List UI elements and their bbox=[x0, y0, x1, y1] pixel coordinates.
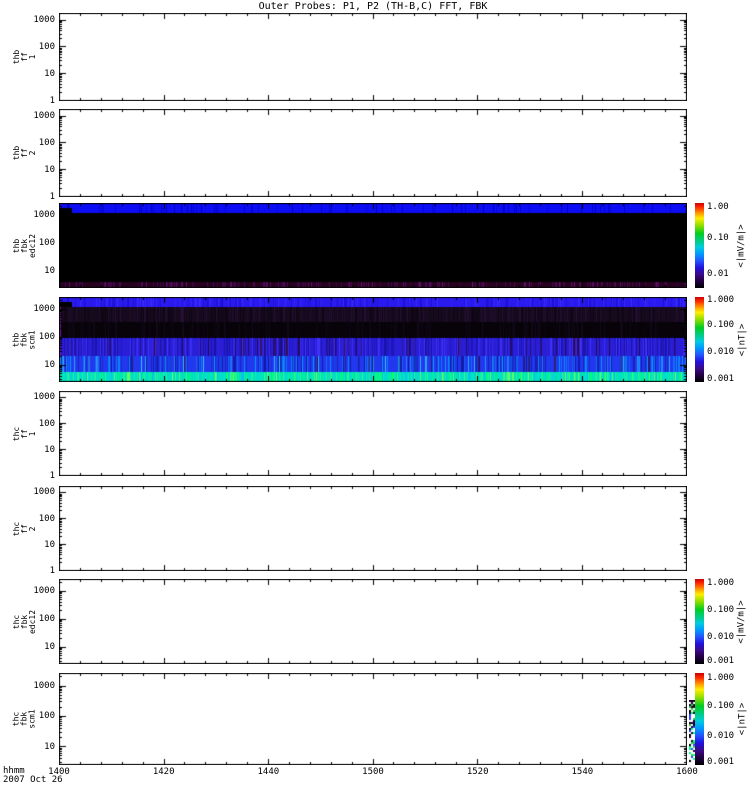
colorbar-tick-label: 0.010 bbox=[707, 631, 735, 642]
y-tick-label: 1000 bbox=[33, 585, 55, 596]
panel-label-thb-ff-1: thb ff 1 bbox=[2, 13, 48, 101]
x-tick-label: 1540 bbox=[571, 767, 594, 777]
colorbar-unit-text: <|nT|> bbox=[737, 702, 748, 736]
panel-thb-ff-1 bbox=[59, 13, 687, 101]
y-tick-label: 1000 bbox=[33, 110, 55, 121]
y-tick-label: 100 bbox=[38, 513, 55, 524]
panel-label-thc-fbk-scm1: thc fbk scm1 bbox=[2, 673, 48, 765]
y-tick-label: 1 bbox=[49, 192, 55, 202]
colorbar-tick-label: 0.100 bbox=[707, 604, 735, 615]
x-tick-label: 1440 bbox=[257, 767, 280, 777]
x-tick-label: 1500 bbox=[362, 767, 384, 777]
colorbar-unit-text: <|nT|> bbox=[737, 323, 748, 356]
y-tick-label: 10 bbox=[44, 742, 55, 753]
colorbar-tick-label: 0.100 bbox=[707, 701, 735, 712]
y-tick-label: 1000 bbox=[33, 303, 55, 314]
colorbar-tick-label: 0.001 bbox=[707, 656, 735, 667]
panel-thb-fbk-edc12 bbox=[59, 203, 687, 288]
panel-label-thb-ff-2: thb ff 2 bbox=[2, 109, 48, 197]
colorbar-tick-label: 0.10 bbox=[707, 232, 729, 243]
colorbar-tick-label: 0.01 bbox=[707, 269, 729, 280]
colorbar-unit-text: <|mV/m|> bbox=[737, 599, 748, 644]
y-tick-label: 10 bbox=[44, 68, 55, 79]
colorbar-tick-label: 0.001 bbox=[707, 373, 735, 384]
panel-thc-fbk-scm1 bbox=[59, 673, 687, 765]
y-tick-label: 10 bbox=[44, 360, 55, 371]
panel-canvas-thc-ff-2 bbox=[59, 486, 687, 571]
colorbar-tick-label: 0.100 bbox=[707, 320, 735, 331]
panel-thc-ff-2 bbox=[59, 486, 687, 571]
x-tick-label: 1400 bbox=[48, 767, 70, 777]
panel-label-text: thc fbk scm1 bbox=[11, 709, 37, 729]
y-tick-label: 1 bbox=[49, 96, 55, 106]
colorbar-unit-thb-fbk-scm1: <|nT|> bbox=[735, 297, 749, 382]
y-tick-label: 100 bbox=[38, 137, 55, 148]
y-tick-label: 10 bbox=[44, 444, 55, 455]
panel-canvas-thb-ff-2 bbox=[59, 109, 687, 197]
x-tick-label: 1600 bbox=[676, 767, 698, 777]
y-tick-label: 1000 bbox=[33, 392, 55, 403]
y-tick-label: 100 bbox=[38, 418, 55, 429]
colorbar-thc-fbk-edc12 bbox=[695, 579, 704, 664]
y-tick-label: 100 bbox=[38, 711, 55, 722]
panel-canvas-thc-fbk-edc12 bbox=[59, 579, 687, 664]
colorbar-tick-label: 1.000 bbox=[707, 578, 735, 589]
panel-canvas-thb-fbk-edc12 bbox=[59, 203, 687, 288]
y-tick-label: 100 bbox=[38, 332, 55, 343]
colorbar-tick-label: 1.000 bbox=[707, 295, 735, 306]
edge-noise-strip bbox=[689, 700, 695, 764]
panel-thb-ff-2 bbox=[59, 109, 687, 197]
panel-label-text: thb fbk scm1 bbox=[11, 329, 37, 350]
panel-label-text: thc ff 1 bbox=[11, 426, 37, 441]
y-tick-label: 1000 bbox=[33, 487, 55, 498]
colorbar-tick-label: 0.010 bbox=[707, 347, 735, 358]
x-axis-format-label: hhmm bbox=[3, 766, 25, 776]
y-tick-label: 100 bbox=[38, 614, 55, 625]
panel-label-text: thc fbk edc12 bbox=[12, 609, 37, 634]
panel-label-thb-fbk-scm1: thb fbk scm1 bbox=[2, 297, 48, 382]
panel-label-text: thb fbk edc12 bbox=[12, 233, 37, 258]
panel-label-text: thb ff 1 bbox=[11, 49, 37, 65]
panel-canvas-thb-ff-1 bbox=[59, 13, 687, 101]
panel-canvas-thc-fbk-scm1 bbox=[59, 673, 687, 765]
x-axis-date-label: 2007 Oct 26 bbox=[3, 775, 63, 785]
colorbar-thb-fbk-scm1 bbox=[695, 297, 704, 382]
y-tick-label: 10 bbox=[44, 539, 55, 550]
colorbar-tick-label: 1.000 bbox=[707, 672, 735, 683]
y-tick-label: 10 bbox=[44, 642, 55, 653]
panel-canvas-thc-ff-1 bbox=[59, 391, 687, 476]
y-tick-label: 1000 bbox=[33, 680, 55, 691]
x-tick-label: 1520 bbox=[466, 767, 489, 777]
colorbar-tick-label: 0.001 bbox=[707, 757, 735, 768]
colorbar-thb-fbk-edc12 bbox=[695, 203, 704, 288]
y-tick-label: 1000 bbox=[33, 14, 55, 25]
y-tick-label: 1 bbox=[49, 471, 55, 481]
x-tick-label: 1420 bbox=[152, 767, 175, 777]
panel-label-thc-ff-2: thc ff 2 bbox=[2, 486, 48, 571]
panel-label-text: thc ff 2 bbox=[11, 521, 37, 536]
y-tick-label: 10 bbox=[44, 164, 55, 175]
panel-canvas-thb-fbk-scm1 bbox=[59, 297, 687, 382]
panel-thc-ff-1 bbox=[59, 391, 687, 476]
panel-label-thc-ff-1: thc ff 1 bbox=[2, 391, 48, 476]
y-tick-label: 100 bbox=[38, 238, 55, 249]
colorbar-unit-text: <|mV/m|> bbox=[737, 223, 748, 268]
colorbar-unit-thc-fbk-edc12: <|mV/m|> bbox=[735, 579, 749, 664]
panel-label-thc-fbk-edc12: thc fbk edc12 bbox=[2, 579, 48, 664]
colorbar-unit-thb-fbk-edc12: <|mV/m|> bbox=[735, 203, 749, 288]
colorbar-thc-fbk-scm1 bbox=[695, 673, 704, 765]
colorbar-unit-thc-fbk-scm1: <|nT|> bbox=[735, 673, 749, 765]
colorbar-tick-label: 1.00 bbox=[707, 202, 729, 213]
y-tick-label: 1 bbox=[49, 566, 55, 576]
y-tick-label: 1000 bbox=[33, 209, 55, 220]
panel-thc-fbk-edc12 bbox=[59, 579, 687, 664]
figure-title: Outer Probes: P1, P2 (TH-B,C) FFT, FBK bbox=[258, 1, 488, 12]
panel-label-thb-fbk-edc12: thb fbk edc12 bbox=[2, 203, 48, 288]
colorbar-tick-label: 0.010 bbox=[707, 730, 735, 741]
panel-thb-fbk-scm1 bbox=[59, 297, 687, 382]
y-tick-label: 10 bbox=[44, 266, 55, 277]
y-tick-label: 100 bbox=[38, 41, 55, 52]
panel-label-text: thb ff 2 bbox=[11, 145, 37, 161]
